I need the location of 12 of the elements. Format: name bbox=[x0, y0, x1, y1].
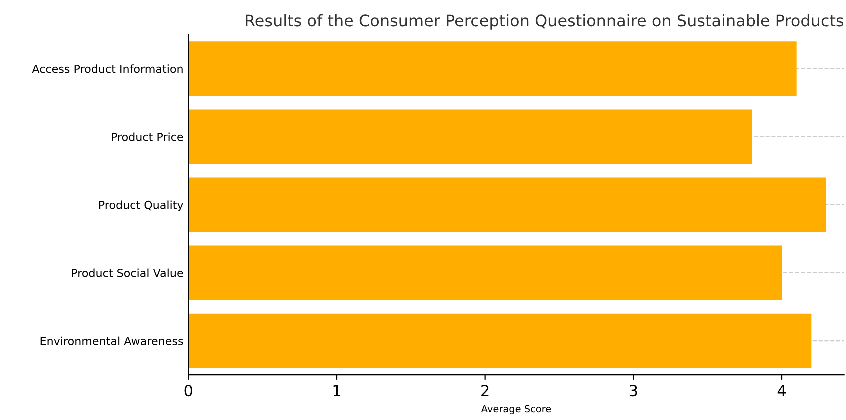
y-tick-label: Product Quality bbox=[99, 200, 184, 212]
x-tick-label: 4 bbox=[778, 385, 786, 396]
x-tick-label: 1 bbox=[334, 385, 340, 396]
y-tick-label: Product Price bbox=[112, 132, 184, 142]
chart-title: Results of the Consumer Perception Questionnaire on Sustainable Products bbox=[246, 14, 844, 30]
x-tick-label: 2 bbox=[482, 385, 489, 396]
x-tick-label: 3 bbox=[630, 385, 638, 397]
y-tick-label: Access Product Information bbox=[32, 64, 183, 74]
y-tick-label: Product Social Value bbox=[72, 268, 184, 278]
y-tick-label: Environmental Awareness bbox=[40, 336, 184, 346]
x-tick-label: 0 bbox=[184, 385, 193, 397]
x-axis-title: Average Score bbox=[481, 405, 552, 415]
